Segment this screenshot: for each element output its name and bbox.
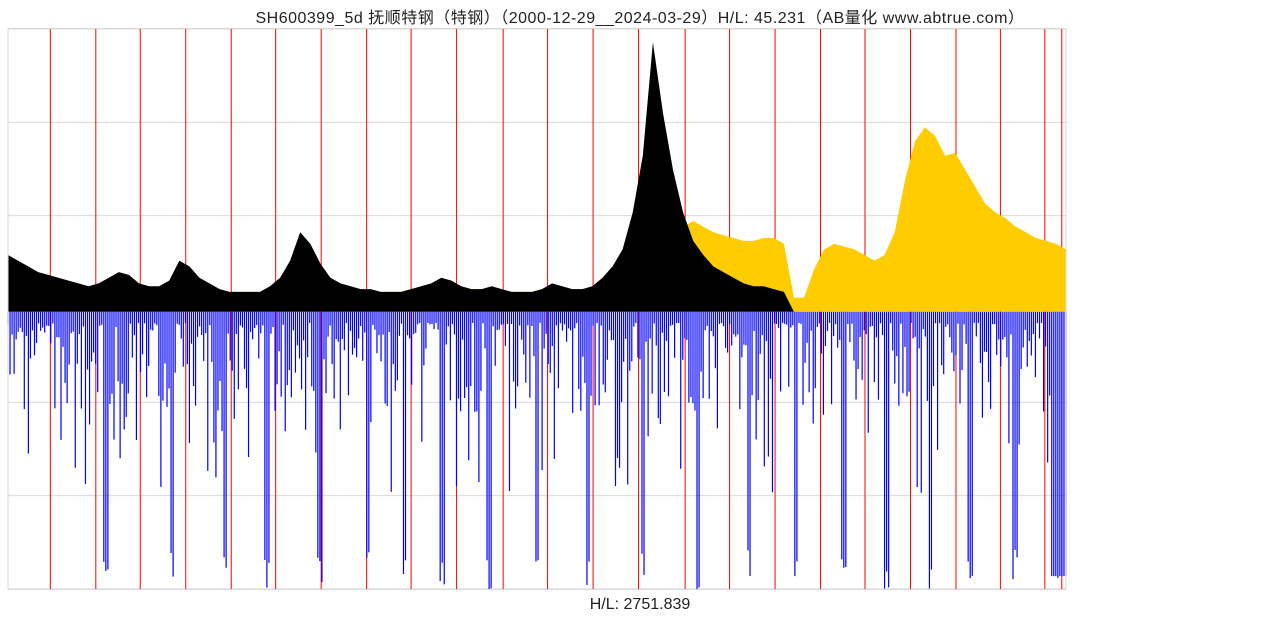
chart-container: SH600399_5d 抚顺特钢（特钢）（2000-12-29__2024-03… (0, 0, 1280, 620)
chart-plot (0, 28, 1280, 590)
chart-footer: H/L: 2751.839 (0, 596, 1280, 614)
chart-title: SH600399_5d 抚顺特钢（特钢）（2000-12-29__2024-03… (0, 4, 1280, 28)
